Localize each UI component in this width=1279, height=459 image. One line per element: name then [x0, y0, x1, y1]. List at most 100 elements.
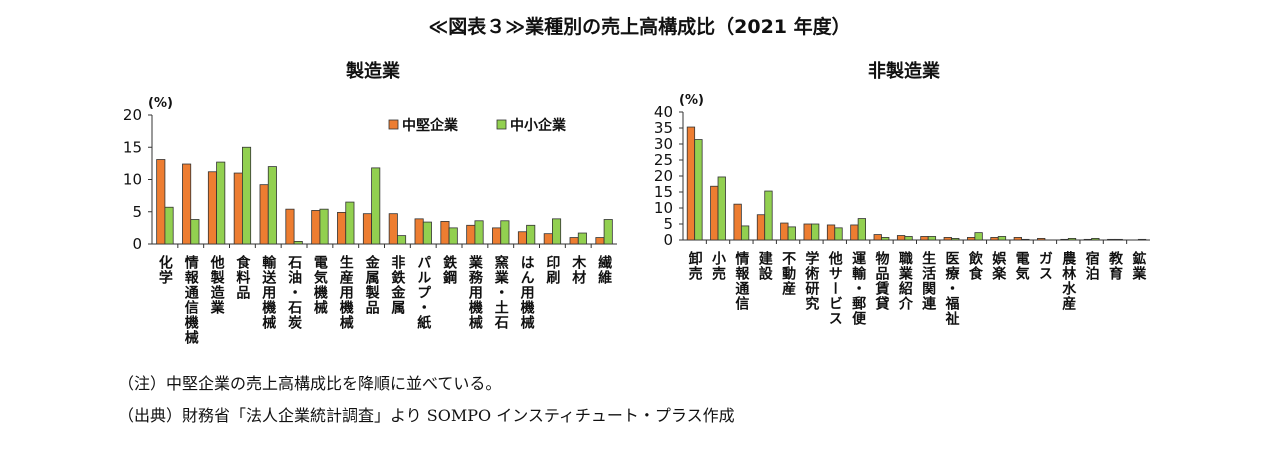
x-category-label: 宿泊 — [1084, 250, 1100, 281]
bar-mid — [803, 223, 812, 241]
figure-title: ≪図表３≫業種別の売上高構成比（2021 年度） — [428, 16, 851, 38]
y-tick-label: 15 — [123, 138, 142, 156]
x-category-label: 情報通信 — [733, 250, 749, 311]
bar-mid — [686, 126, 696, 241]
y-tick-label: 5 — [132, 203, 142, 221]
y-tick-label: 30 — [654, 135, 673, 153]
note-text: （注）中堅企業の売上高構成比を降順に並べている。 — [118, 374, 502, 393]
bar-small — [811, 223, 820, 241]
bar-mid — [896, 235, 906, 241]
y-tick-label: 35 — [654, 119, 673, 137]
bar-small — [603, 219, 613, 245]
y-tick-label: 15 — [654, 183, 673, 201]
x-category-label: パルプ・紙 — [415, 255, 431, 330]
x-category-label: 他製造業 — [209, 254, 226, 315]
bar-small — [319, 208, 329, 245]
bar-small — [951, 237, 960, 241]
y-tick-label: 20 — [654, 167, 673, 185]
bar-mid — [1037, 237, 1046, 241]
x-category-label: 繊維 — [596, 254, 612, 285]
x-category-label: 職業紹介 — [897, 250, 914, 311]
x-category-label: 窯業・土石 — [493, 254, 510, 330]
x-category-label: 医療・福祉 — [944, 251, 961, 326]
bar-small — [397, 235, 407, 245]
bar-small — [577, 232, 587, 245]
bar-small — [1114, 238, 1123, 241]
x-category-label: 娯楽 — [990, 250, 1007, 281]
x-category-label: 金属製品 — [364, 254, 381, 315]
bar-small — [474, 220, 484, 245]
bar-mid — [733, 203, 742, 241]
bar-small — [1091, 237, 1100, 241]
y-axis-unit: (%) — [679, 93, 704, 108]
bar-mid — [233, 172, 243, 245]
chart-title-manufacturing: 製造業 — [346, 61, 400, 82]
x-category-label: 電気 — [1014, 250, 1030, 281]
x-category-label: 小売 — [710, 251, 726, 281]
x-category-label: 物品賃貸 — [873, 250, 890, 311]
bar-small — [242, 146, 252, 245]
bar-small — [293, 241, 303, 245]
bar-mid — [337, 211, 347, 245]
bar-mid — [943, 237, 952, 241]
y-tick-label: 20 — [123, 106, 142, 124]
legend-label: 中堅企業 — [402, 117, 459, 134]
bar-small — [881, 237, 890, 241]
x-category-label: 他サービス — [827, 250, 844, 326]
x-category-label: ガス — [1037, 251, 1053, 281]
x-category-label: 生活関連 — [920, 250, 936, 311]
x-category-label: 印刷 — [544, 254, 560, 285]
bar-small — [500, 220, 510, 245]
bar-mid — [826, 224, 836, 241]
y-tick-label: 10 — [123, 171, 142, 189]
bar-small — [904, 236, 913, 241]
bar-small — [857, 218, 866, 241]
x-category-label: 飲食 — [967, 250, 984, 281]
legend-swatch — [388, 119, 399, 130]
x-category-label: 農林水産 — [1060, 250, 1076, 311]
bar-small — [717, 176, 726, 241]
legend-label: 中小企業 — [510, 117, 567, 134]
bar-small — [345, 201, 355, 245]
bar-mid — [285, 208, 295, 245]
bar-mid — [569, 237, 579, 245]
x-category-label: 鉄鋼 — [441, 254, 458, 285]
bar-mid — [990, 237, 999, 241]
bar-mid — [1083, 238, 1093, 241]
bar-mid — [850, 224, 859, 241]
bar-mid — [414, 218, 424, 245]
x-category-label: 運輸・郵便 — [850, 251, 866, 326]
bar-small — [1137, 238, 1147, 241]
x-category-label: 食料品 — [234, 254, 250, 300]
bar-small — [267, 166, 277, 245]
bar-mid — [440, 221, 450, 245]
x-category-label: 業務用機械 — [467, 254, 484, 330]
x-category-label: 輸送用機械 — [260, 254, 277, 330]
bar-mid — [517, 231, 527, 245]
bar-mid — [182, 163, 192, 245]
bar-mid — [156, 159, 166, 245]
bar-small — [371, 167, 381, 245]
x-category-label: 建設 — [757, 250, 773, 281]
x-category-label: 木材 — [570, 254, 587, 285]
bar-small — [448, 227, 458, 245]
x-category-label: 化学 — [157, 254, 173, 285]
bar-mid — [362, 213, 372, 245]
bar-small — [740, 225, 750, 241]
x-category-label: 非鉄金属 — [389, 254, 406, 315]
bar-mid — [780, 222, 789, 241]
chart-title-nonmanufacturing: 非製造業 — [868, 61, 940, 82]
x-category-label: 石油・石炭 — [286, 255, 303, 330]
bar-mid — [207, 171, 217, 245]
bar-small — [422, 221, 432, 245]
bar-mid — [595, 237, 605, 245]
x-category-label: 電気機械 — [312, 254, 328, 315]
bar-small — [216, 161, 226, 245]
bar-small — [927, 236, 937, 241]
bar-small — [190, 219, 200, 245]
bar-mid — [710, 185, 719, 241]
bar-small — [164, 206, 174, 245]
bar-mid — [1013, 237, 1022, 241]
